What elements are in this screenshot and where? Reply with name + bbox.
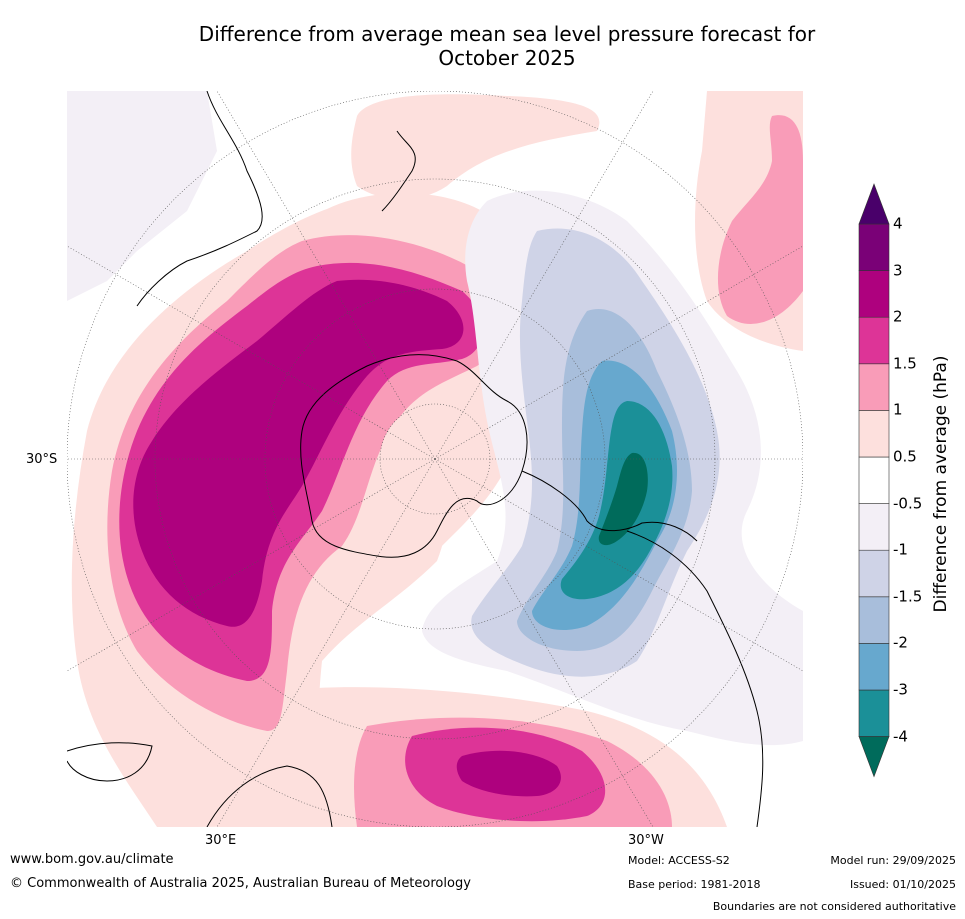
colorbar-tick-label: 4 [893,214,903,233]
madagascar-coastline [67,742,153,782]
colorbar-min-triangle [858,736,890,778]
antarctic-peninsula-coastline [521,470,698,542]
website-link[interactable]: www.bom.gov.au/climate [10,852,174,867]
anomaly-region-0.5-1-ne [351,94,600,200]
south-america-coastline [626,530,764,827]
colorbar-tick-label: -1 [893,540,908,559]
colorbar-bin [858,689,890,737]
colorbar-bin [858,456,890,504]
lon-label-30w: 30°W [628,833,664,848]
new-zealand-coastline [381,130,416,212]
base-period-text: Base period: 1981-2018 [628,878,761,891]
colorbar [858,183,890,778]
anomaly-region-2-3-west [133,279,464,627]
colorbar-tick-label: 1.5 [893,354,917,373]
copyright-text: © Commonwealth of Australia 2025, Austra… [10,876,471,891]
title-line-2: October 2025 [438,46,576,70]
anomaly-region-2-3-south [456,750,561,797]
colorbar-bin [858,363,890,411]
australia-coastline [136,91,263,307]
chart-title: Difference from average mean sea level p… [0,22,965,70]
colorbar-tick-label: -0.5 [893,494,923,513]
model-run-text: Model run: 29/09/2025 [830,854,956,867]
model-text: Model: ACCESS-S2 [628,854,730,867]
lon-label-30e: 30°E [205,833,237,848]
africa-coastline [206,765,333,827]
colorbar-tick-label: 2 [893,307,903,326]
colorbar-bin [858,549,890,598]
colorbar-bin [858,596,890,644]
colorbar-tick-label: -2 [893,633,908,652]
anomaly-region-1-1.5-east [717,115,803,324]
issued-text: Issued: 01/10/2025 [849,878,956,891]
graticule [67,91,803,827]
pressure-anomaly-map[interactable] [67,91,803,827]
title-line-1: Difference from average mean sea level p… [198,22,816,46]
anomaly-region-pale-lavender-nw [67,91,217,301]
antarctica-coastline [300,354,528,558]
colorbar-tick-label: -1.5 [893,587,923,606]
colorbar-tick-label: 1 [893,400,903,419]
colorbar-tick-label: 3 [893,261,903,280]
disclaimer-text: Boundaries are not considered authoritat… [712,900,956,913]
colorbar-bin [858,410,890,458]
colorbar-bin [858,270,890,318]
lat-label-30s: 30°S [26,452,58,467]
colorbar-max-triangle [858,183,890,225]
colorbar-bin [858,503,890,551]
colorbar-bin [858,223,890,271]
anomaly-region-below-neg-4 [598,452,648,546]
colorbar-title: Difference from average (hPa) [931,355,951,613]
colorbar-tick-label: -4 [893,727,908,746]
colorbar-tick-label: -3 [893,680,908,699]
colorbar-tick-label: 0.5 [893,447,917,466]
colorbar-bin [858,643,890,691]
colorbar-bin [858,316,890,365]
